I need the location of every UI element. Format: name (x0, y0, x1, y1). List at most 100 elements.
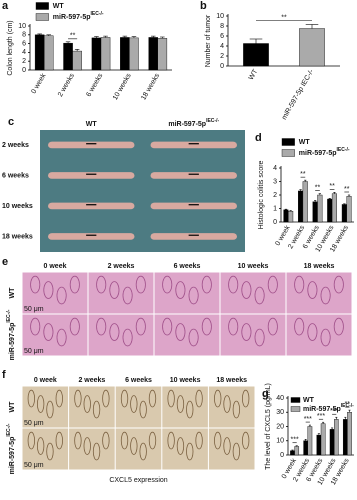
legend-label-text: WT (53, 3, 65, 10)
y-tick-label: 1 (273, 205, 277, 212)
tissue-crypt (83, 395, 91, 413)
legend-label-text: WT (299, 139, 311, 146)
tissue-strip (150, 172, 237, 179)
bar (290, 450, 295, 456)
column-label-text: 2 weeks (108, 263, 135, 270)
column-label: 0 week (44, 263, 67, 270)
tissue-crypt (188, 286, 199, 305)
bar (288, 210, 294, 223)
y-tick-label: 3 (273, 178, 277, 185)
y-tick-label: 10 (18, 23, 26, 30)
photo-tile (22, 272, 88, 314)
bar (342, 419, 348, 456)
column-label: 6 weeks (125, 377, 152, 384)
legend-label: WT (299, 139, 311, 146)
tissue-crypt (162, 275, 173, 294)
scale-bar-label: 50 μm (24, 462, 44, 469)
bar (317, 194, 323, 223)
y-axis-label: Histologic colitis score (258, 160, 265, 229)
tissue-strip (48, 233, 135, 240)
bar (312, 201, 318, 223)
tissue-crypt (102, 431, 110, 450)
legend-label-text: miR-597-5p (53, 14, 91, 21)
panel-letter: f (2, 369, 6, 381)
tissue-crypt (55, 389, 63, 408)
significance-label: *** (330, 408, 338, 415)
legend-label: miR-597-5pIEC-/- (303, 403, 354, 413)
photo-background (40, 130, 245, 252)
significance-label: ** (344, 186, 350, 193)
x-tick-label: miR-597-5p IEC-/- (281, 68, 316, 121)
photo-tile (22, 386, 69, 428)
tissue-crypt (228, 317, 239, 336)
tissue-crypt (294, 275, 305, 294)
significance-label: ** (281, 14, 287, 21)
panel-letter: a (2, 0, 9, 12)
y-tick-label: 0 (220, 63, 224, 70)
legend-label-text: WT (303, 397, 315, 404)
bar (347, 412, 352, 456)
photo-tile (208, 428, 255, 470)
column-label-text: 6 weeks (174, 263, 201, 270)
column-label: WT (86, 121, 98, 128)
tissue-crypt (122, 328, 133, 347)
tissue-crypt (294, 317, 305, 336)
bar (346, 196, 352, 223)
bar (120, 37, 130, 71)
tissue-crypt (148, 431, 157, 450)
column-label: 10 weeks (238, 263, 269, 270)
tissue-crypt (241, 281, 252, 299)
column-label-text: 0 week (34, 377, 57, 384)
legend-label-sup: IEC-/- (337, 147, 350, 153)
x-tick-label: 2 weeks (57, 72, 76, 98)
tissue-crypt (130, 395, 138, 413)
y-tick-label: 30 (276, 409, 284, 416)
legend-swatch (281, 138, 295, 146)
column-label: miR-597-5pIEC-/- (168, 118, 219, 128)
bar (320, 423, 326, 456)
bar (299, 28, 325, 67)
tissue-crypt (30, 275, 41, 294)
tissue-crypt (175, 323, 186, 341)
scale-bar-label: 50 μm (24, 420, 44, 427)
photo-tile (115, 428, 162, 470)
column-label: 2 weeks (78, 377, 105, 384)
tissue-strip (48, 202, 135, 210)
column-label-text: miR-597-5p (168, 121, 206, 128)
row-label: 10 weeks (2, 203, 33, 210)
photo-tile (115, 386, 162, 428)
bar (341, 204, 347, 223)
y-tick-label: 10 (216, 13, 224, 20)
panel-letter: d (255, 132, 262, 144)
tissue-crypt (92, 442, 101, 461)
tissue-crypt (307, 323, 318, 341)
tissue-crypt (232, 442, 241, 461)
tissue-crypt (43, 323, 54, 341)
tissue-crypt (254, 328, 265, 347)
photo-tile (162, 386, 208, 428)
x-tick-label: 0 week (30, 72, 47, 95)
tissue-strip (48, 141, 135, 149)
column-label: 10 weeks (170, 377, 201, 384)
photo-tile (69, 428, 115, 470)
row-label: WT (9, 287, 16, 299)
tissue-crypt (139, 442, 147, 461)
tissue-crypt (96, 317, 107, 336)
bar (294, 446, 300, 456)
tissue-crypt (74, 431, 82, 450)
y-axis-label: The level of CXCL5 (pg/mL) (265, 383, 272, 470)
tissue-crypt (333, 275, 344, 294)
tissue-crypt (195, 431, 203, 450)
row-label: 18 weeks (2, 234, 33, 241)
tissue-crypt (214, 389, 222, 408)
column-label-sup: IEC-/- (206, 118, 219, 124)
significance-label: ** (345, 401, 351, 408)
row-label-text: miR-597-5p (9, 437, 16, 475)
bar (243, 43, 269, 67)
tissue-crypt (201, 275, 212, 294)
tissue-crypt (186, 400, 194, 419)
tissue-crypt (109, 323, 120, 341)
tissue-crypt (56, 286, 67, 305)
tissue-crypt (175, 281, 186, 299)
bar (302, 181, 308, 223)
